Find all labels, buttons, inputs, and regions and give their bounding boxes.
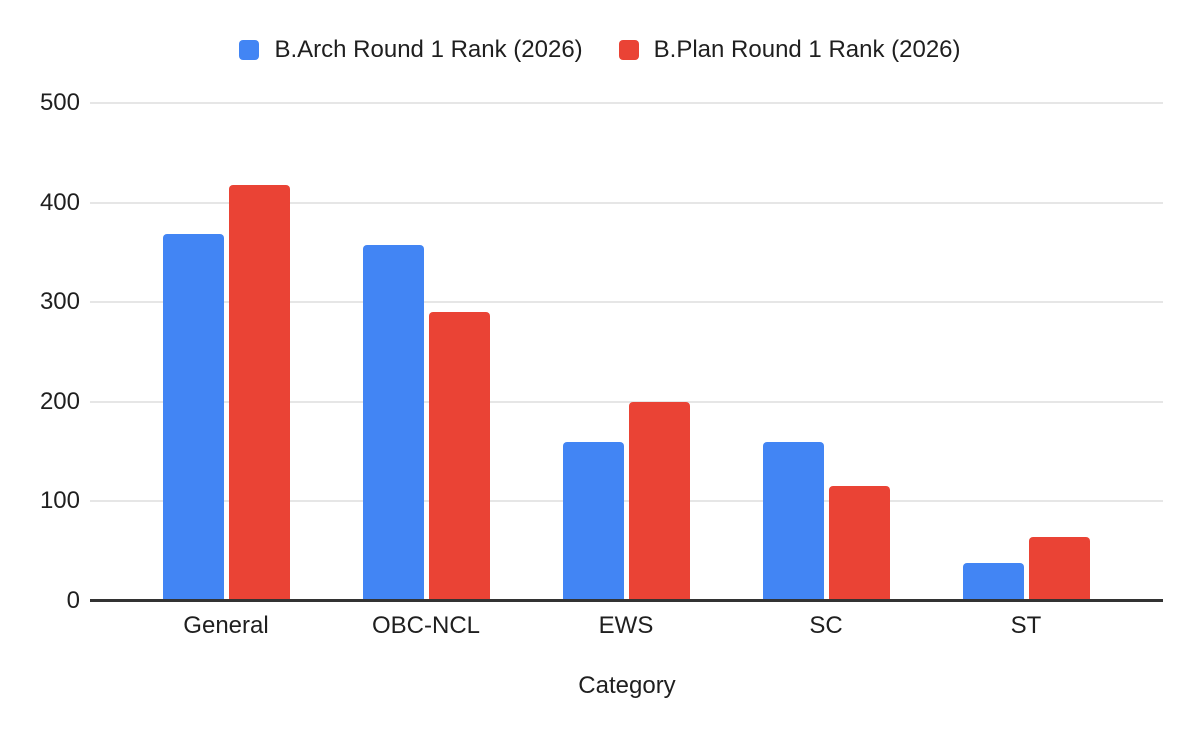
gridline bbox=[90, 202, 1163, 204]
x-category-label: EWS bbox=[598, 612, 654, 639]
chart-legend: B.Arch Round 1 Rank (2026) B.Plan Round … bbox=[0, 36, 1200, 64]
bar-bplan-ews bbox=[629, 402, 690, 601]
x-category-label: ST bbox=[1010, 612, 1042, 639]
y-tick-label: 200 bbox=[39, 388, 80, 415]
legend-item-bplan: B.Plan Round 1 Rank (2026) bbox=[618, 36, 961, 64]
x-category-label: SC bbox=[809, 612, 843, 639]
legend-item-barch: B.Arch Round 1 Rank (2026) bbox=[239, 36, 583, 64]
bar-barch-obc-ncl bbox=[363, 245, 424, 601]
legend-swatch-red-icon bbox=[618, 40, 639, 60]
x-axis-title: Category bbox=[578, 672, 676, 699]
bar-bplan-sc bbox=[829, 486, 890, 601]
legend-label-barch: B.Arch Round 1 Rank (2026) bbox=[274, 36, 583, 63]
bar-barch-st bbox=[963, 563, 1024, 601]
y-tick-label: 0 bbox=[66, 587, 80, 614]
bar-bplan-general bbox=[229, 185, 290, 601]
x-category-label: General bbox=[183, 612, 269, 639]
bar-bplan-obc-ncl bbox=[429, 312, 490, 601]
legend-label-bplan: B.Plan Round 1 Rank (2026) bbox=[653, 36, 961, 63]
y-tick-label: 400 bbox=[39, 189, 80, 216]
y-tick-label: 500 bbox=[39, 89, 80, 116]
x-axis-baseline bbox=[90, 599, 1163, 602]
bar-barch-ews bbox=[563, 442, 624, 601]
y-tick-label: 100 bbox=[39, 487, 80, 514]
x-category-label: OBC-NCL bbox=[371, 612, 480, 639]
bar-bplan-st bbox=[1029, 537, 1090, 601]
y-tick-label: 300 bbox=[39, 288, 80, 315]
legend-swatch-blue-icon bbox=[239, 40, 260, 60]
bar-barch-general bbox=[163, 234, 224, 601]
bar-barch-sc bbox=[763, 442, 824, 601]
gridline bbox=[90, 500, 1163, 502]
gridline bbox=[90, 401, 1163, 403]
gridline bbox=[90, 301, 1163, 303]
gridline bbox=[90, 102, 1163, 104]
